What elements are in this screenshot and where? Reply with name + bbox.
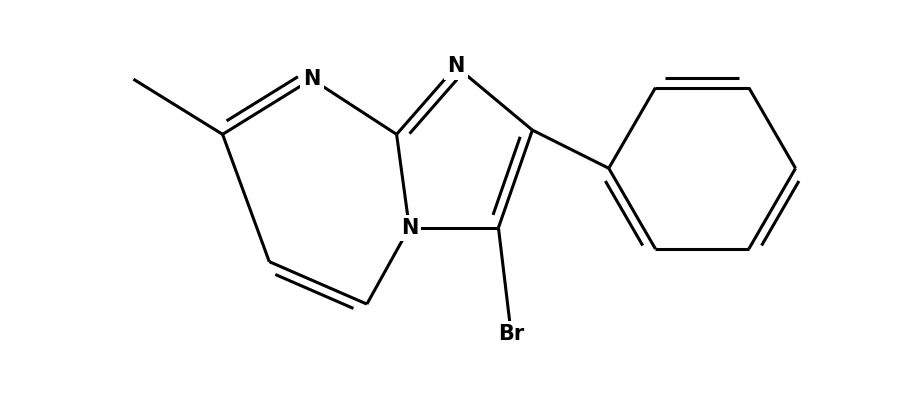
- Text: N: N: [400, 218, 417, 238]
- Text: Br: Br: [497, 324, 524, 344]
- Text: N: N: [302, 69, 320, 89]
- Text: N: N: [446, 57, 465, 76]
